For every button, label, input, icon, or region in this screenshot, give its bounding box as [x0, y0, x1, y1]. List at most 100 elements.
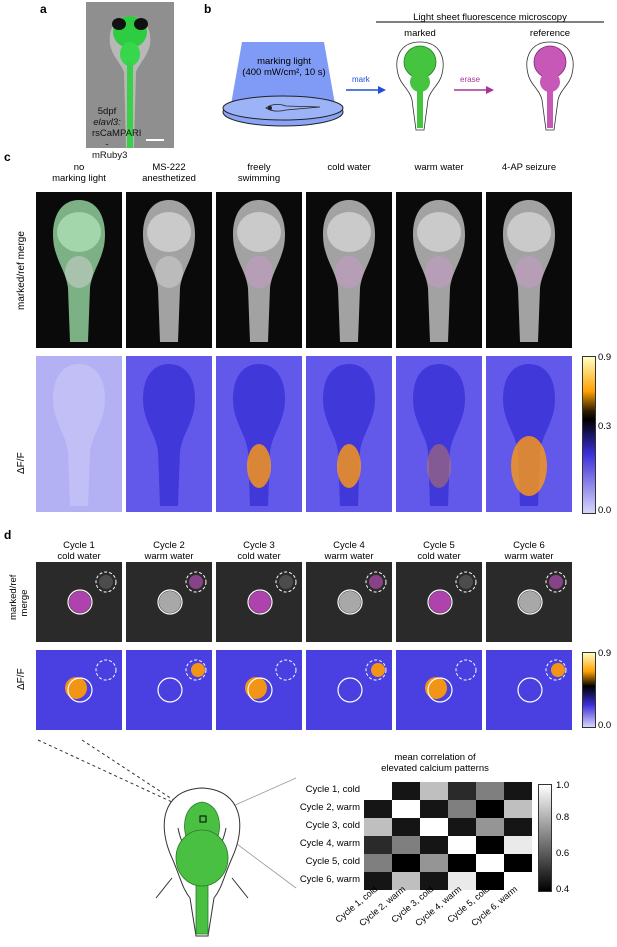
c-merge-image	[396, 192, 482, 348]
corr-row-label: Cycle 6, warm	[299, 874, 360, 885]
corr-cell	[420, 854, 448, 872]
mark-arrow-label: mark	[352, 75, 370, 84]
corr-cell	[476, 854, 504, 872]
corr-cell	[476, 836, 504, 854]
panel-a-label: 5dpf elavl3: rsCaMPARI -mRuby3	[92, 106, 142, 161]
d-col-header: Cycle 1 cold water	[36, 540, 122, 562]
c-colorbar	[582, 356, 596, 514]
d-merge-image	[36, 562, 122, 642]
corr-title-line2: elevated calcium patterns	[381, 763, 489, 774]
c-dff-image	[36, 356, 122, 512]
reference-label: reference	[529, 28, 571, 39]
c-cbar-max: 0.9	[598, 352, 612, 363]
d-row1-line1: marked/ref	[8, 574, 19, 620]
d-cbar-min: 0.0	[598, 720, 612, 731]
label-line-1: 5dpf	[97, 106, 117, 117]
c-dff-image	[216, 356, 302, 512]
corr-cell	[476, 800, 504, 818]
corr-cell	[504, 800, 532, 818]
c-merge-image	[36, 192, 122, 348]
d-merge-image	[486, 562, 572, 642]
corr-cell	[504, 818, 532, 836]
label-line-2: elavl3:	[93, 117, 121, 128]
d-col-header: Cycle 3 cold water	[216, 540, 302, 562]
label-line-3: rsCaMPARI	[92, 128, 142, 139]
corr-title: mean correlation of elevated calcium pat…	[355, 752, 515, 774]
corr-cbar-tick-2: 0.8	[556, 812, 570, 823]
brain-location-diagram	[30, 738, 310, 938]
marking-light-label: marking light (400 mW/cm², 10 s)	[234, 56, 334, 78]
erase-arrow-label: erase	[460, 75, 481, 84]
d-col-header: Cycle 2 warm water	[126, 540, 212, 562]
d-col-header-line1: Cycle 6	[513, 540, 545, 551]
d-colorbar	[582, 652, 596, 728]
d-dff-image	[486, 650, 572, 730]
d-dff-image	[126, 650, 212, 730]
d-col-header-line2: warm water	[144, 551, 194, 562]
corr-cell	[476, 818, 504, 836]
corr-cbar-tick-4: 0.4	[556, 884, 570, 895]
corr-cell	[448, 800, 476, 818]
c-merge-image	[216, 192, 302, 348]
d-merge-image	[216, 562, 302, 642]
corr-cell	[392, 836, 420, 854]
c-merge-image	[486, 192, 572, 348]
d-cbar-max: 0.9	[598, 648, 612, 659]
panel-label-b: b	[204, 2, 212, 16]
marking-diagram	[222, 21, 604, 131]
marking-light-line-2: (400 mW/cm², 10 s)	[242, 67, 326, 78]
corr-cell	[420, 818, 448, 836]
c-col-header: no marking light	[36, 162, 122, 184]
corr-cell	[504, 782, 532, 800]
d-row1-label: marked/ref merge	[8, 574, 30, 620]
c-col-header: warm water	[396, 162, 482, 173]
corr-cell	[392, 818, 420, 836]
label-line-4: -mRuby3	[92, 139, 128, 161]
c-col-header: cold water	[306, 162, 392, 173]
c-col-header-line1: warm water	[414, 162, 464, 173]
corr-cell	[504, 872, 532, 890]
corr-cell	[364, 782, 392, 800]
corr-cell	[504, 836, 532, 854]
panel-b-diagram	[200, 2, 610, 152]
panel-label-c: c	[4, 150, 11, 164]
d-col-header-line2: cold water	[417, 551, 461, 562]
larva-image	[86, 2, 174, 148]
corr-cell	[364, 800, 392, 818]
corr-cell	[420, 872, 448, 890]
panel-a-image	[86, 2, 174, 148]
c-merge-image	[126, 192, 212, 348]
d-col-header-line1: Cycle 1	[63, 540, 95, 551]
corr-cell	[476, 782, 504, 800]
corr-cell	[448, 836, 476, 854]
panel-label-d: d	[4, 528, 12, 542]
corr-cell	[476, 872, 504, 890]
corr-cell	[392, 872, 420, 890]
d-col-header-line1: Cycle 4	[333, 540, 365, 551]
c-col-header-line1: 4-AP seizure	[501, 162, 557, 173]
c-dff-image	[126, 356, 212, 512]
corr-cell	[392, 782, 420, 800]
d-col-header-line2: cold water	[57, 551, 101, 562]
c-col-header-line1: MS-222	[152, 162, 186, 173]
corr-cell	[448, 854, 476, 872]
c-row2-label: ΔF/F	[16, 452, 27, 474]
corr-colorbar	[538, 784, 552, 892]
d-dff-image	[36, 650, 122, 730]
d-dff-image	[306, 650, 392, 730]
corr-cell	[364, 872, 392, 890]
c-col-header-line1: no	[73, 162, 85, 173]
marked-label: marked	[404, 28, 436, 39]
d-merge-image	[306, 562, 392, 642]
corr-cell	[420, 836, 448, 854]
panel-label-a: a	[40, 2, 47, 16]
corr-cell	[364, 836, 392, 854]
d-merge-image	[396, 562, 482, 642]
larva-outline	[37, 739, 297, 937]
d-row1-line2: merge	[19, 589, 30, 617]
d-dff-image	[216, 650, 302, 730]
c-dff-image	[486, 356, 572, 512]
corr-cell	[392, 800, 420, 818]
c-cbar-mid: 0.3	[598, 421, 612, 432]
corr-row-label: Cycle 2, warm	[299, 802, 360, 813]
